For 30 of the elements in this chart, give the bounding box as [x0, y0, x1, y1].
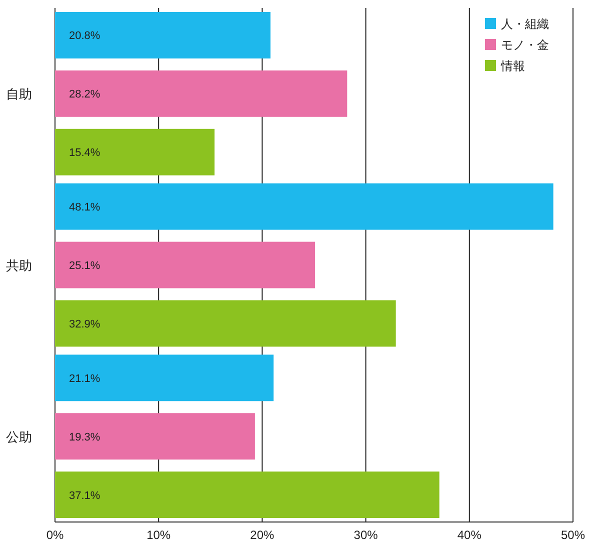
bar	[55, 183, 554, 230]
bar	[55, 70, 348, 117]
data-label: 15.4%	[69, 147, 100, 160]
data-label: 37.1%	[69, 490, 100, 502]
data-label: 48.1%	[69, 202, 100, 214]
x-tick-label: 0%	[46, 528, 64, 542]
x-tick-label: 30%	[354, 528, 378, 542]
data-label: 25.1%	[69, 260, 100, 272]
x-tick-label: 40%	[457, 528, 482, 542]
data-label: 19.3%	[69, 431, 100, 444]
legend-label: 情報	[500, 59, 525, 73]
bar	[55, 300, 396, 347]
bar	[55, 354, 274, 402]
y-tick-label: 自助	[6, 86, 32, 102]
x-tick-label: 50%	[560, 528, 586, 542]
bar	[55, 413, 255, 460]
bar	[55, 242, 316, 288]
data-label: 21.1%	[69, 372, 100, 385]
data-label: 20.8%	[69, 30, 100, 42]
y-tick-label: 公助	[6, 429, 32, 444]
data-label: 32.9%	[69, 318, 100, 330]
legend-label: 人・組織	[501, 17, 549, 31]
bar	[55, 472, 440, 518]
x-tick-label: 10%	[146, 528, 171, 542]
y-tick-label: 共助	[6, 258, 32, 273]
bar	[55, 12, 270, 58]
legend-label: モノ・金	[501, 38, 549, 52]
x-tick-label: 20%	[250, 528, 275, 542]
bar	[55, 128, 215, 176]
data-label: 28.2%	[69, 88, 100, 101]
